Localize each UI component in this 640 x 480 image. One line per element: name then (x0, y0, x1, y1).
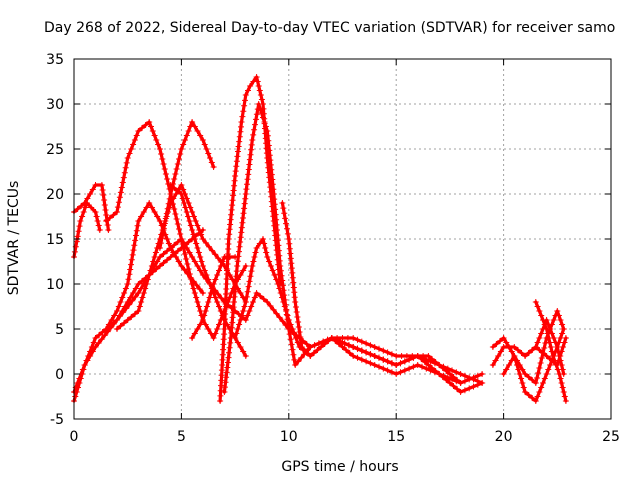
series-s21-markers (522, 335, 569, 368)
series-s12-markers (221, 101, 314, 395)
y-tick-label: 30 (46, 97, 64, 113)
y-tick-label: 0 (55, 367, 64, 383)
x-axis-label: GPS time / hours (281, 459, 398, 475)
x-tick-label: 25 (602, 429, 620, 445)
y-tick-label: 20 (46, 187, 64, 203)
chart-title: Day 268 of 2022, Sidereal Day-to-day VTE… (44, 20, 615, 36)
x-tick-label: 10 (280, 429, 298, 445)
series-s7-markers (103, 200, 206, 332)
series-s16-markers (328, 335, 486, 395)
y-axis-label: SDTVAR / TECUs (6, 181, 22, 296)
series-s8-markers (156, 119, 217, 251)
x-tick-label: 15 (387, 429, 405, 445)
y-tick-label: 15 (46, 232, 64, 248)
y-tick-label: 35 (46, 52, 64, 68)
x-tick-label: 5 (177, 429, 186, 445)
y-tick-label: -5 (50, 412, 64, 428)
x-tick-labels: 0 5 10 15 20 25 (70, 429, 620, 445)
series-s20-markers (532, 299, 569, 404)
grid (74, 59, 611, 419)
y-tick-labels: -5 0 5 10 15 20 25 30 35 (46, 52, 64, 428)
x-tick-label: 20 (495, 429, 513, 445)
y-tick-label: 5 (55, 322, 64, 338)
series-s11-markers (217, 74, 284, 404)
axis-ticks (73, 58, 612, 420)
series-s10-markers (189, 254, 239, 341)
x-tick-label: 0 (70, 429, 79, 445)
y-tick-label: 25 (46, 142, 64, 158)
y-tick-label: 10 (46, 277, 64, 293)
